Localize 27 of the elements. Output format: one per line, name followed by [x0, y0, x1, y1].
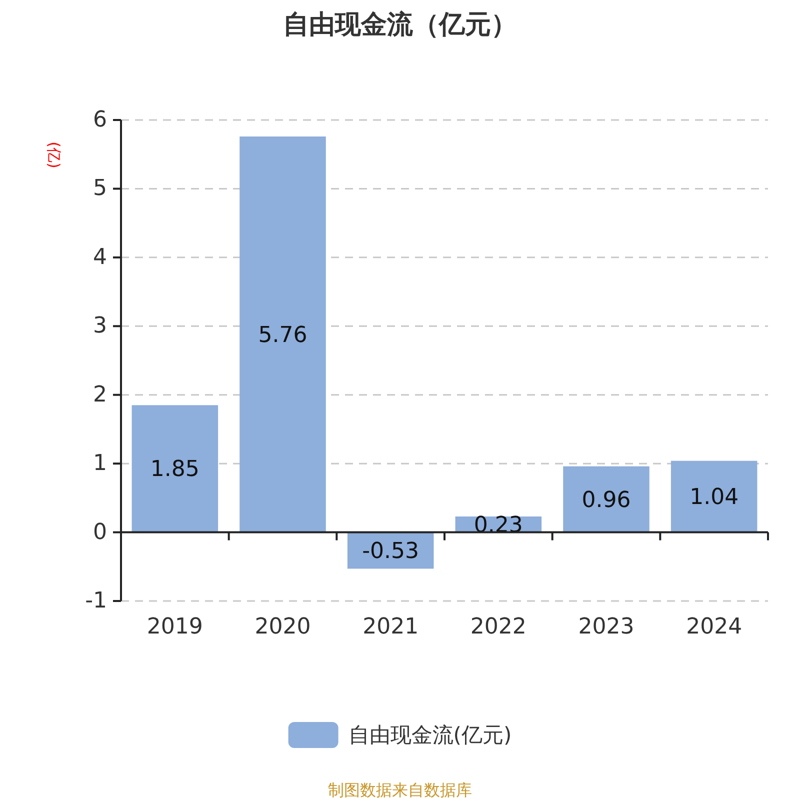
- x-tick-label: 2020: [254, 614, 311, 640]
- y-axis-title: (亿): [45, 142, 63, 168]
- data-label: 1.85: [150, 457, 200, 482]
- bar: [670, 460, 758, 532]
- x-tick-label: 2023: [578, 614, 634, 640]
- legend-label: 自由现金流(亿元): [348, 723, 512, 747]
- data-label: -0.53: [362, 538, 420, 564]
- x-tick-label: 2021: [362, 614, 419, 640]
- bar: [132, 405, 218, 532]
- y-tick-label: 3: [93, 314, 107, 339]
- x-tick-label: 2019: [146, 614, 203, 640]
- data-label: 1.04: [690, 485, 739, 510]
- y-tick-label: 4: [93, 244, 107, 270]
- y-tick-label: 0: [93, 520, 107, 545]
- y-tick-label: 2: [93, 382, 107, 408]
- y-tick-label: 5: [93, 176, 107, 202]
- bar: [563, 466, 650, 532]
- bar: [240, 136, 326, 532]
- data-label: 0.96: [582, 488, 631, 513]
- y-tick-label: 6: [93, 108, 107, 132]
- chart-title: 自由现金流（亿元）: [283, 10, 517, 40]
- y-tick-label: 1: [93, 451, 107, 476]
- x-tick-label: 2022: [470, 614, 526, 640]
- data-label: 5.76: [258, 322, 308, 348]
- y-tick-label: -1: [85, 588, 107, 614]
- text: 制图数据来自数据库: [328, 780, 472, 800]
- x-tick-label: 2024: [686, 614, 742, 640]
